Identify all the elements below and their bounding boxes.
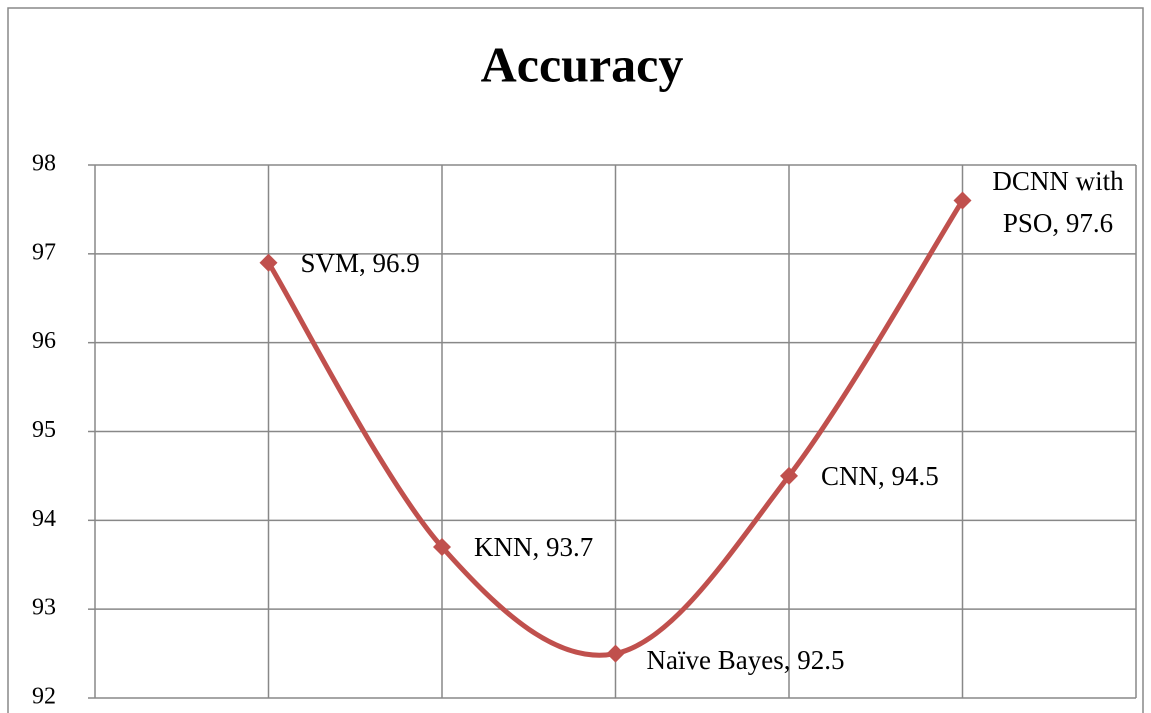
chart-title: Accuracy <box>481 36 684 92</box>
y-tick-label: 92 <box>32 684 56 710</box>
y-tick-label: 94 <box>32 506 56 532</box>
marker <box>953 191 972 210</box>
y-tick-label: 93 <box>32 595 56 621</box>
y-tick-label: 96 <box>32 328 56 354</box>
data-label: SVM, 96.9 <box>300 247 420 278</box>
marker <box>433 537 451 556</box>
data-label: KNN, 93.7 <box>474 531 594 562</box>
data-label: CNN, 94.5 <box>821 460 939 491</box>
y-tick-label: 97 <box>32 239 56 265</box>
marker <box>259 253 278 272</box>
y-tick-label: 98 <box>32 151 56 177</box>
marker <box>606 644 625 663</box>
data-label: Naïve Bayes, 92.5 <box>646 645 845 675</box>
y-tick-label: 95 <box>32 417 56 443</box>
data-label: DCNN with PSO, 97.6 <box>992 166 1124 238</box>
marker <box>780 466 798 485</box>
chart-border <box>7 7 1144 713</box>
